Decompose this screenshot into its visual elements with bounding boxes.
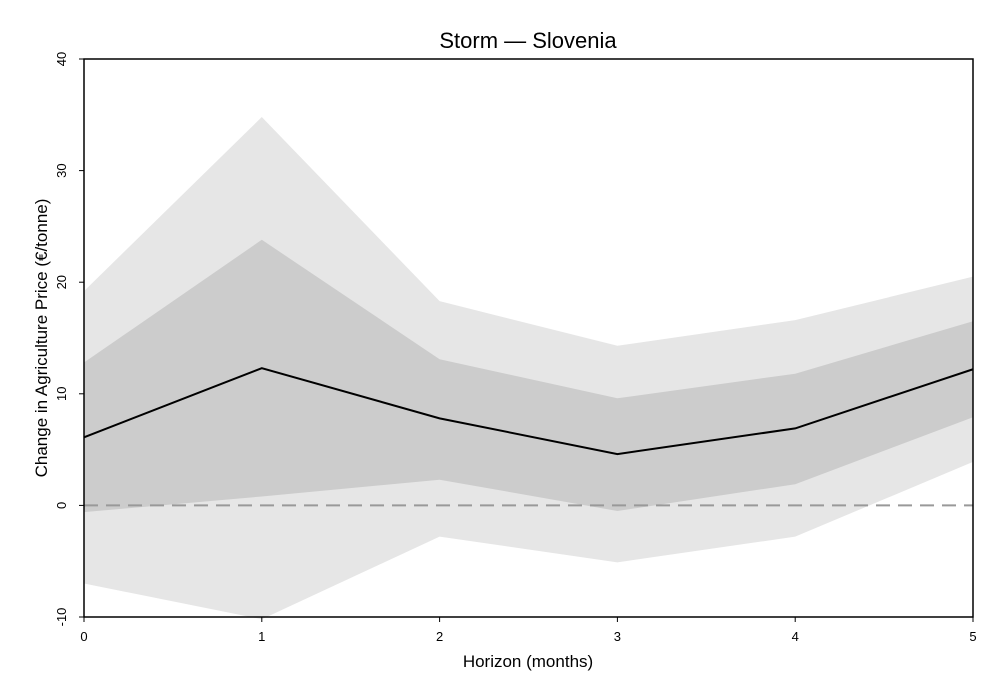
y-tick-label: 10 [54, 387, 69, 401]
band-inner [84, 239, 973, 513]
x-tick-label: 3 [614, 629, 621, 644]
band-outer [84, 117, 973, 620]
x-axis-label: Horizon (months) [463, 652, 593, 671]
series-line [83, 367, 974, 456]
y-tick-label: 30 [54, 163, 69, 177]
x-tick-label: 2 [436, 629, 443, 644]
x-tick-label: 4 [792, 629, 799, 644]
x-tick-label: 0 [80, 629, 87, 644]
y-tick-label: 0 [54, 502, 69, 509]
y-tick-label: 40 [54, 52, 69, 66]
x-axis-ticks: 0 1 2 3 4 5 [80, 617, 977, 644]
y-axis-label: Change in Agriculture Price (€/tonne) [32, 199, 51, 478]
confidence-bands [84, 117, 973, 620]
plot-frame [83, 58, 974, 618]
y-tick-label: -10 [54, 608, 69, 627]
x-tick-label: 5 [969, 629, 976, 644]
y-tick-label: 20 [54, 275, 69, 289]
x-tick-label: 1 [258, 629, 265, 644]
y-axis-ticks: -10 0 10 20 30 40 [54, 52, 84, 627]
chart-title: Storm — Slovenia [439, 28, 617, 53]
